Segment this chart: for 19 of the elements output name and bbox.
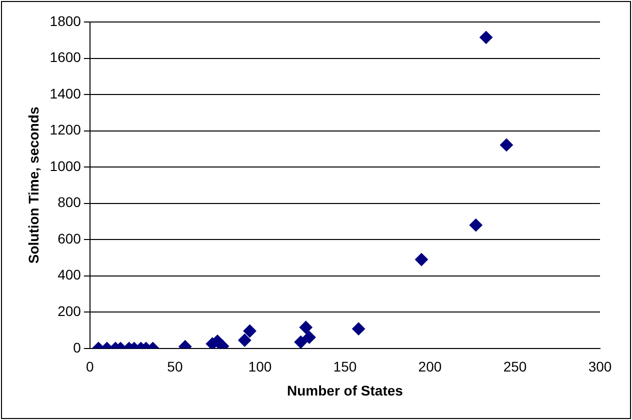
x-tick-label: 50 — [167, 358, 183, 375]
x-tick-label: 200 — [418, 358, 442, 375]
y-tick-label: 1400 — [50, 85, 82, 102]
y-tick-label: 1000 — [50, 158, 82, 174]
x-axis-title: Number of States — [287, 382, 404, 398]
x-tick-label: 300 — [588, 358, 612, 375]
y-tick-label: 200 — [58, 302, 82, 319]
x-tick-label: 150 — [333, 358, 357, 375]
x-tick-label: 100 — [248, 358, 272, 375]
y-axis-title: Solution Time, seconds — [25, 106, 42, 264]
y-tick-label: 1800 — [50, 12, 82, 29]
y-tick-label: 800 — [58, 194, 82, 210]
y-tick-label: 600 — [58, 230, 82, 246]
y-tick-label: 0 — [73, 339, 82, 356]
x-tick-label: 0 — [86, 358, 94, 375]
y-tick-label: 400 — [58, 266, 82, 283]
y-tick-label: 1200 — [50, 122, 82, 138]
y-tick-label: 1600 — [50, 49, 82, 66]
x-tick-label: 250 — [503, 358, 527, 375]
